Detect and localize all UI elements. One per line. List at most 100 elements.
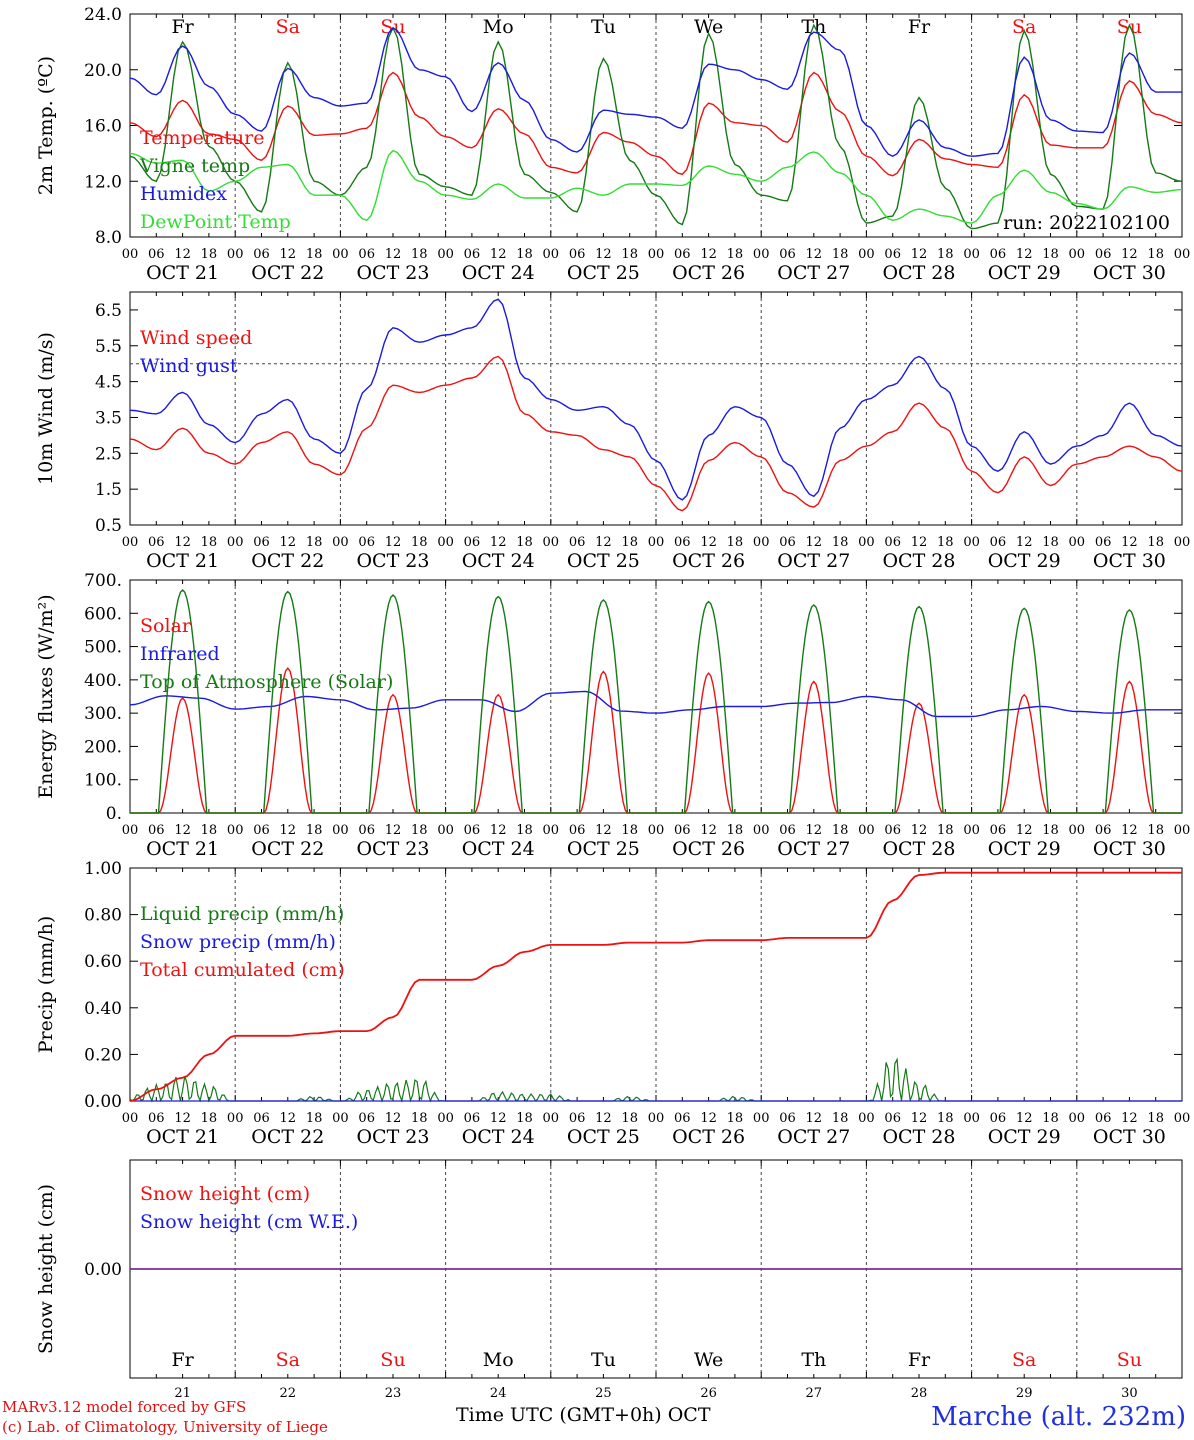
weekday-label: Th bbox=[801, 1349, 826, 1371]
hour-tick-label: 12 bbox=[174, 247, 191, 262]
hour-tick-label: 12 bbox=[806, 535, 823, 550]
legend-entry: Liquid precip (mm/h) bbox=[140, 903, 344, 925]
weekday-label: Sa bbox=[276, 1349, 300, 1371]
weekday-label: Sa bbox=[276, 16, 300, 38]
hour-tick-label: 00 bbox=[1069, 247, 1086, 262]
hour-tick-label: 06 bbox=[569, 1111, 586, 1126]
y-tick-label: 16.0 bbox=[84, 117, 122, 137]
date-tick-label: OCT 22 bbox=[251, 838, 324, 860]
weekday-label: Fr bbox=[171, 16, 194, 38]
y-tick-label: 0.20 bbox=[84, 1045, 122, 1065]
hour-tick-label: 00 bbox=[858, 535, 875, 550]
y-axis-title: 10m Wind (m/s) bbox=[35, 332, 57, 485]
date-tick-label: OCT 30 bbox=[1093, 1126, 1166, 1148]
hour-tick-label: 12 bbox=[911, 535, 928, 550]
date-tick-label: OCT 27 bbox=[777, 838, 850, 860]
y-tick-label: 0.60 bbox=[84, 952, 122, 972]
hour-tick-label: 06 bbox=[990, 823, 1007, 838]
hour-tick-label: 06 bbox=[1095, 1111, 1112, 1126]
hour-tick-label: 00 bbox=[437, 535, 454, 550]
y-tick-label: 400. bbox=[84, 671, 122, 691]
date-tick-label: OCT 28 bbox=[882, 838, 955, 860]
weekday-label: Mo bbox=[483, 16, 514, 38]
day-number-label: 29 bbox=[1016, 1386, 1033, 1401]
date-tick-label: OCT 21 bbox=[146, 262, 219, 284]
hour-tick-label: 00 bbox=[1174, 1111, 1191, 1126]
hour-tick-label: 00 bbox=[963, 535, 980, 550]
y-tick-label: 1.00 bbox=[84, 859, 122, 879]
weekday-label: Fr bbox=[171, 1349, 194, 1371]
hour-tick-label: 12 bbox=[700, 535, 717, 550]
date-tick-label: OCT 21 bbox=[146, 1126, 219, 1148]
hour-tick-label: 18 bbox=[621, 1111, 638, 1126]
date-tick-label: OCT 24 bbox=[462, 838, 535, 860]
hour-tick-label: 12 bbox=[174, 535, 191, 550]
hour-tick-label: 18 bbox=[516, 1111, 533, 1126]
legend-entry: Snow height (cm W.E.) bbox=[140, 1211, 358, 1233]
hour-tick-label: 18 bbox=[1147, 823, 1164, 838]
weekday-label: Su bbox=[1117, 1349, 1142, 1371]
credit-lab: (c) Lab. of Climatology, University of L… bbox=[2, 1418, 328, 1436]
hour-tick-label: 00 bbox=[1174, 535, 1191, 550]
weekday-label: Fr bbox=[908, 16, 931, 38]
hour-tick-label: 06 bbox=[253, 535, 270, 550]
hour-tick-label: 18 bbox=[411, 535, 428, 550]
hour-tick-label: 18 bbox=[1042, 1111, 1059, 1126]
hour-tick-label: 00 bbox=[332, 247, 349, 262]
hour-tick-label: 12 bbox=[490, 535, 507, 550]
hour-tick-label: 06 bbox=[464, 535, 481, 550]
hour-tick-label: 18 bbox=[516, 823, 533, 838]
y-tick-label: 0. bbox=[106, 804, 122, 824]
hour-tick-label: 18 bbox=[937, 247, 954, 262]
date-tick-label: OCT 23 bbox=[356, 838, 429, 860]
hour-tick-label: 06 bbox=[569, 535, 586, 550]
date-tick-label: OCT 22 bbox=[251, 1126, 324, 1148]
date-tick-label: OCT 25 bbox=[567, 838, 640, 860]
hour-tick-label: 18 bbox=[937, 823, 954, 838]
day-number-label: 28 bbox=[911, 1386, 928, 1401]
series-line-total-cumulated-cm- bbox=[129, 871, 1182, 1102]
legend-entry: Snow precip (mm/h) bbox=[140, 931, 336, 953]
hour-tick-label: 00 bbox=[227, 535, 244, 550]
series-line-dewpoint-temp bbox=[129, 149, 1183, 224]
hour-tick-label: 00 bbox=[1069, 535, 1086, 550]
y-tick-label: 0.40 bbox=[84, 999, 122, 1019]
hour-tick-label: 06 bbox=[569, 823, 586, 838]
day-number-label: 25 bbox=[595, 1386, 612, 1401]
hour-tick-label: 06 bbox=[569, 247, 586, 262]
hour-tick-label: 18 bbox=[201, 823, 218, 838]
legend-entry: Wind speed bbox=[140, 327, 252, 349]
hour-tick-label: 06 bbox=[358, 535, 375, 550]
date-tick-label: OCT 30 bbox=[1093, 550, 1166, 572]
date-tick-label: OCT 21 bbox=[146, 550, 219, 572]
hour-tick-label: 12 bbox=[1016, 1111, 1033, 1126]
series-line-infrared bbox=[129, 690, 1182, 718]
hour-tick-label: 18 bbox=[937, 535, 954, 550]
hour-tick-label: 12 bbox=[280, 1111, 297, 1126]
y-tick-label: 1.5 bbox=[95, 480, 122, 500]
hour-tick-label: 06 bbox=[1095, 823, 1112, 838]
y-tick-label: 6.5 bbox=[95, 301, 122, 321]
hour-tick-label: 06 bbox=[148, 823, 165, 838]
date-tick-label: OCT 22 bbox=[251, 550, 324, 572]
hour-tick-label: 12 bbox=[1016, 247, 1033, 262]
hour-tick-label: 06 bbox=[779, 823, 796, 838]
hour-tick-label: 12 bbox=[1016, 823, 1033, 838]
hour-tick-label: 12 bbox=[280, 247, 297, 262]
hour-tick-label: 00 bbox=[543, 823, 560, 838]
date-tick-label: OCT 24 bbox=[462, 1126, 535, 1148]
y-tick-label: 0.5 bbox=[95, 516, 122, 536]
hour-tick-label: 00 bbox=[858, 247, 875, 262]
hour-tick-label: 00 bbox=[1174, 247, 1191, 262]
hour-tick-label: 00 bbox=[437, 823, 454, 838]
y-tick-label: 200. bbox=[84, 737, 122, 757]
hour-tick-label: 06 bbox=[674, 247, 691, 262]
hour-tick-label: 00 bbox=[332, 823, 349, 838]
hour-tick-label: 00 bbox=[753, 1111, 770, 1126]
hour-tick-label: 18 bbox=[201, 535, 218, 550]
hour-tick-label: 06 bbox=[1095, 535, 1112, 550]
day-number-label: 22 bbox=[280, 1386, 297, 1401]
hour-tick-label: 18 bbox=[832, 535, 849, 550]
hour-tick-label: 00 bbox=[963, 1111, 980, 1126]
